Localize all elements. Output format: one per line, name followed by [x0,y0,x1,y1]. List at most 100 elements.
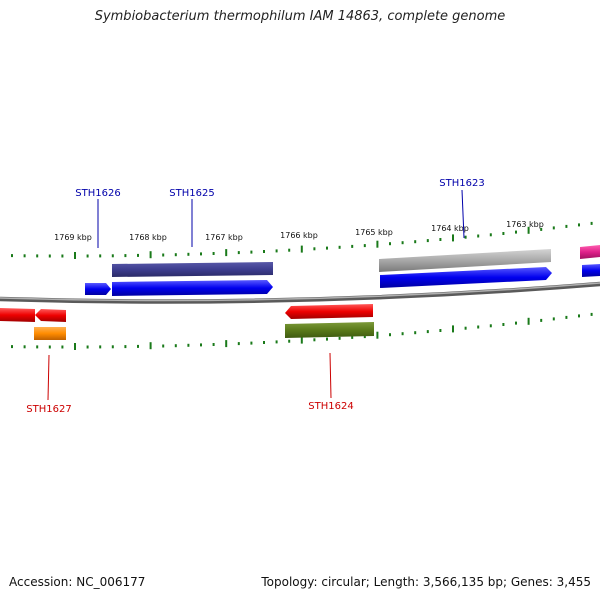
scale-tick-upper [288,248,291,252]
scale-tick-lower [263,341,265,344]
genome-summary-text: Topology: circular; Length: 3,566,135 bp… [261,575,591,589]
scale-tick-upper [225,249,228,257]
scale-tick-upper [111,254,114,258]
gene-STH1624[interactable] [285,304,373,319]
gene-red-left-edge[interactable] [0,308,35,322]
scale-tick-lower [590,312,593,316]
scale-tick-upper [477,234,480,238]
scale-tick-upper [326,246,328,250]
scale-tick-upper [439,238,442,241]
scale-tick-lower [212,343,215,346]
scale-tick-upper [11,254,13,258]
scale-tick-lower [376,331,379,339]
scale-tick-lower [565,315,568,319]
scale-tick-upper [338,245,341,249]
scale-tick-lower [578,314,580,318]
gene-STH1626[interactable] [85,283,111,295]
scale-tick-lower [99,345,102,349]
scale-label: 1764 kbp [431,224,469,233]
scale-tick-upper [61,254,64,258]
scale-tick-lower [225,340,228,348]
scale-tick-lower [137,344,139,348]
scale-tick-lower [502,323,505,326]
scale-label: 1766 kbp [280,231,318,240]
callout-line-STH1624 [329,352,332,399]
scale-tick-upper [149,251,152,259]
gene-label-STH1624: STH1624 [308,401,353,412]
scale-tick-upper [351,244,354,248]
scale-tick-lower [464,326,467,330]
gene-STH1625-upper[interactable] [112,262,273,277]
scale-tick-upper [263,250,265,253]
scale-tick-upper [464,235,467,239]
gene-upper-gray[interactable] [379,249,551,272]
gene-STH1625[interactable] [112,280,273,296]
scale-tick-upper [452,234,454,242]
scale-tick-upper [376,240,379,248]
scale-tick-upper [200,252,202,256]
scale-tick-lower [149,342,152,350]
scale-label: 1765 kbp [355,228,393,237]
genome-backbone-highlight [0,282,600,302]
gene-label-STH1625: STH1625 [169,188,214,199]
scale-tick-upper [74,252,76,259]
gene-STH1627[interactable] [35,309,66,322]
scale-tick-lower [250,341,253,345]
callout-line-STH1623 [461,189,465,239]
scale-tick-upper [250,250,253,254]
gene-edge-blue[interactable] [582,264,600,277]
gene-callouts [47,189,465,401]
scale-tick-upper [313,247,316,251]
scale-tick-lower [326,337,328,341]
scale-label: 1768 kbp [129,233,167,242]
scale-tick-lower [124,345,127,349]
scale-labels: 1769 kbp 1768 kbp 1767 kbp 1766 kbp 1765… [54,220,544,242]
scale-tick-upper [300,245,303,253]
scale-tick-lower [426,330,429,334]
scale-tick-upper [414,240,417,244]
scale-tick-lower [86,345,89,349]
gene-STH1624-olive[interactable] [285,322,374,338]
scale-tick-upper [23,254,26,258]
scale-tick-lower [389,333,391,337]
scale-tick-lower [74,343,76,350]
gene-STH1627-orange[interactable] [34,327,66,340]
scale-tick-lower [187,343,190,347]
scale-tick-lower [363,335,366,339]
forward-genes [85,245,600,296]
scale-tick-lower [48,345,51,349]
gene-STH1623[interactable] [380,267,552,288]
scale-label: 1763 kbp [506,220,544,229]
scale-tick-upper [502,232,505,235]
scale-tick-upper [401,241,404,245]
scale-tick-lower [401,332,404,336]
scale-tick-lower [477,325,480,329]
scale-ticks-lower [11,312,593,350]
scale-tick-upper [275,249,278,253]
scale-label: 1767 kbp [205,233,243,242]
scale-tick-lower [61,345,64,349]
scale-tick-upper [48,254,51,258]
scale-tick-lower [300,336,303,344]
callout-line-STH1627 [47,354,50,401]
scale-tick-lower [237,342,240,346]
scale-tick-upper [86,254,89,258]
scale-tick-lower [174,344,177,348]
scale-ticks-upper [11,221,593,259]
scale-tick-upper [212,252,215,255]
scale-tick-lower [23,345,26,349]
scale-tick-lower [439,329,442,332]
gene-edge-magenta[interactable] [580,245,600,259]
scale-tick-lower [414,331,417,335]
gene-labels: STH1626 STH1625 STH1623 STH1627 STH1624 [26,178,484,415]
scale-tick-lower [489,324,492,328]
scale-tick-upper [363,244,366,248]
scale-tick-lower [452,325,454,333]
scale-tick-upper [237,251,240,255]
scale-tick-upper [162,253,165,257]
scale-tick-lower [288,339,291,343]
scale-tick-upper [515,230,517,234]
gene-label-STH1627: STH1627 [26,404,71,415]
scale-tick-upper [426,239,429,243]
